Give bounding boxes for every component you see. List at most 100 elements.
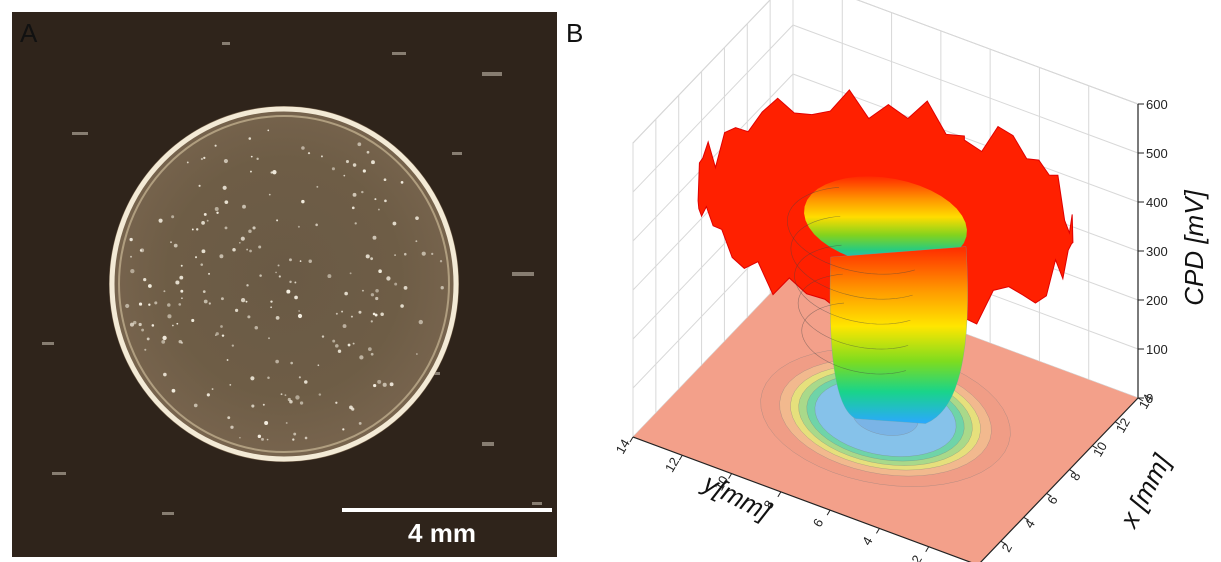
particle-dot bbox=[141, 328, 145, 332]
particle-dot bbox=[361, 289, 364, 292]
x-tick-label: 4 bbox=[1021, 517, 1038, 531]
particle-dot bbox=[227, 416, 231, 420]
particle-dot bbox=[129, 322, 135, 327]
particle-dot bbox=[186, 161, 189, 164]
particle-dot bbox=[386, 276, 391, 281]
particle-dot bbox=[179, 275, 184, 280]
particle-dot bbox=[202, 290, 206, 294]
disc-rim bbox=[109, 106, 459, 462]
particle-dot bbox=[248, 229, 252, 233]
particle-dot bbox=[343, 174, 346, 177]
particle-dot bbox=[394, 254, 396, 256]
particle-dot bbox=[226, 359, 229, 361]
x-tick-label: 10 bbox=[1090, 439, 1110, 459]
scale-bar bbox=[342, 508, 552, 512]
particle-dot bbox=[232, 248, 236, 252]
particle-dot bbox=[206, 393, 210, 397]
particle-dot bbox=[384, 199, 387, 203]
particle-dot bbox=[246, 284, 249, 287]
particle-dot bbox=[247, 315, 251, 319]
z-tick-label: 500 bbox=[1146, 146, 1168, 161]
particle-dot bbox=[250, 170, 252, 173]
particle-dot bbox=[242, 204, 246, 209]
particle-dot bbox=[275, 271, 277, 274]
particle-dot bbox=[278, 275, 281, 278]
z-axis-title: CPD [mV] bbox=[1179, 189, 1209, 305]
particle-dot bbox=[214, 207, 219, 212]
particle-dot bbox=[240, 297, 246, 303]
particle-dot bbox=[130, 268, 135, 274]
particle-dot bbox=[332, 339, 336, 343]
particle-dot bbox=[240, 236, 245, 241]
particle-dot bbox=[270, 300, 273, 303]
particle-dot bbox=[219, 254, 224, 259]
particle-dot bbox=[377, 379, 382, 384]
particle-dot bbox=[216, 211, 219, 215]
particle-dot bbox=[335, 344, 339, 348]
particle-dot bbox=[234, 308, 239, 313]
particle-dot bbox=[215, 332, 219, 336]
particle-dot bbox=[370, 352, 374, 356]
y-tick-label: 2 bbox=[908, 552, 925, 562]
particle-dot bbox=[337, 349, 342, 353]
particle-dot bbox=[275, 316, 280, 320]
particle-dot bbox=[138, 322, 142, 327]
particle-dot bbox=[297, 313, 303, 319]
particle-dot bbox=[298, 310, 301, 312]
particle-dot bbox=[193, 403, 198, 408]
particle-dot bbox=[245, 300, 248, 303]
z-tick-label: 200 bbox=[1146, 293, 1168, 308]
particle-dot bbox=[191, 318, 195, 322]
particle-dot bbox=[151, 324, 155, 327]
particle-dot bbox=[176, 322, 179, 325]
panel-a-label: A bbox=[20, 18, 38, 48]
particle-dot bbox=[439, 260, 443, 263]
particle-dot bbox=[252, 226, 256, 230]
particle-dot bbox=[195, 256, 198, 259]
particle-dot bbox=[361, 190, 364, 194]
particle-dot bbox=[415, 353, 418, 355]
particle-dot bbox=[301, 199, 305, 204]
particle-dot bbox=[315, 223, 318, 227]
particle-dot bbox=[224, 200, 229, 205]
particle-dot bbox=[371, 160, 375, 165]
particle-dot bbox=[171, 388, 176, 393]
particle-dot bbox=[148, 303, 151, 306]
particle-dot bbox=[359, 355, 364, 360]
particle-dot bbox=[203, 299, 208, 304]
particle-dot bbox=[180, 289, 184, 293]
particle-dot bbox=[341, 310, 344, 313]
particle-dot bbox=[203, 212, 207, 216]
z-tick-label: 600 bbox=[1146, 97, 1168, 112]
particle-dot bbox=[366, 150, 370, 154]
particle-dot bbox=[268, 337, 270, 340]
particle-dot bbox=[172, 324, 174, 327]
particle-dot bbox=[307, 152, 311, 155]
particle-dot bbox=[144, 348, 147, 351]
particle-dot bbox=[285, 422, 288, 424]
particle-dot bbox=[335, 312, 338, 315]
particle-dot bbox=[129, 237, 133, 242]
particle-dot bbox=[257, 434, 262, 439]
z-tick-label: 400 bbox=[1146, 195, 1168, 210]
particle-dot bbox=[248, 137, 252, 140]
particle-dot bbox=[400, 304, 404, 308]
particle-dot bbox=[125, 303, 130, 309]
particle-dot bbox=[167, 303, 171, 307]
particle-dot bbox=[342, 428, 345, 431]
particle-dot bbox=[327, 274, 332, 279]
particle-dot bbox=[220, 297, 224, 301]
particle-dot bbox=[365, 254, 370, 259]
particle-dot bbox=[201, 249, 206, 254]
particle-dot bbox=[162, 335, 167, 341]
particle-dot bbox=[298, 376, 301, 379]
particle-dot bbox=[331, 167, 335, 171]
particle-dot bbox=[383, 178, 387, 182]
particle-dot bbox=[284, 394, 287, 397]
particle-dot bbox=[266, 438, 269, 441]
particle-dot bbox=[292, 438, 295, 441]
disc-particles bbox=[125, 129, 444, 441]
particle-dot bbox=[374, 313, 378, 317]
particle-dot bbox=[158, 218, 163, 223]
